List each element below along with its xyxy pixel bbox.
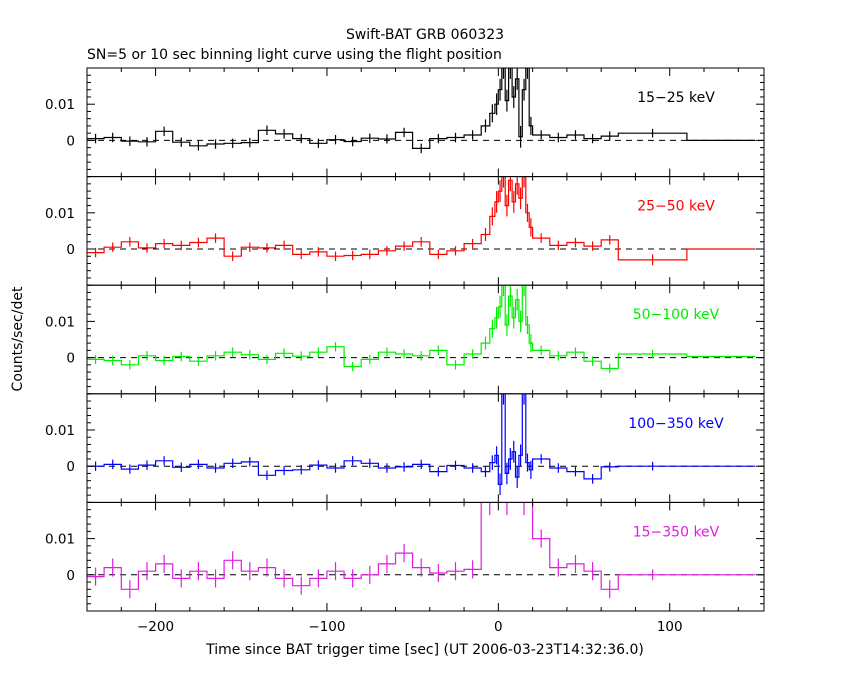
chart-subtitle: SN=5 or 10 sec binning light curve using… bbox=[87, 47, 502, 63]
y-tick-label: 0 bbox=[66, 133, 75, 149]
light-curve-step bbox=[87, 393, 756, 485]
panel-0: 0 0.01 15−25 keV bbox=[45, 67, 765, 178]
panel-4: 0 0.01 15−350 keV bbox=[45, 501, 765, 612]
x-tick-label: −200 bbox=[137, 619, 174, 635]
energy-band-label: 15−25 keV bbox=[637, 90, 715, 106]
series-1 bbox=[87, 176, 756, 266]
y-tick-label: 0.01 bbox=[45, 423, 75, 439]
light-curve-step bbox=[87, 502, 756, 590]
panel-3: 0 0.01 100−350 keV bbox=[45, 393, 765, 503]
panels-group: 0 0.01 15−25 keV 0 0.01 25−50 keV 0 0.01 50−100 … bbox=[45, 67, 765, 635]
panel-frame bbox=[86, 284, 765, 395]
y-tick-label: 0 bbox=[66, 242, 75, 258]
energy-band-label: 15−350 keV bbox=[633, 524, 720, 540]
x-tick-label: 100 bbox=[657, 619, 683, 635]
series-2 bbox=[87, 285, 756, 374]
light-curve-step bbox=[87, 176, 756, 261]
y-tick-label: 0.01 bbox=[45, 97, 75, 113]
panel-frame bbox=[86, 176, 765, 286]
chart-title: Swift-BAT GRB 060323 bbox=[346, 27, 504, 43]
y-tick-label: 0 bbox=[66, 568, 75, 584]
y-tick-label: 0.01 bbox=[45, 206, 75, 222]
x-axis-label: Time since BAT trigger time [sec] (UT 20… bbox=[205, 642, 644, 658]
energy-band-label: 25−50 keV bbox=[637, 199, 715, 215]
y-tick-label: 0.01 bbox=[45, 314, 75, 330]
panel-1: 0 0.01 25−50 keV bbox=[45, 176, 765, 286]
x-tick-label: 0 bbox=[494, 619, 503, 635]
light-curve-step bbox=[87, 68, 756, 149]
panel-frame bbox=[86, 393, 765, 503]
y-tick-label: 0.01 bbox=[45, 532, 75, 548]
y-axis-label: Counts/sec/det bbox=[10, 286, 26, 391]
y-tick-label: 0 bbox=[66, 351, 75, 367]
panel-2: 0 0.01 50−100 keV bbox=[45, 284, 765, 395]
series-0 bbox=[87, 68, 756, 154]
panel-frame bbox=[86, 67, 765, 178]
panel-frame bbox=[86, 501, 765, 612]
y-tick-label: 0 bbox=[66, 459, 75, 475]
energy-band-label: 100−350 keV bbox=[628, 416, 724, 432]
series-4 bbox=[87, 502, 756, 599]
x-tick-label: −100 bbox=[308, 619, 345, 635]
series-3 bbox=[87, 393, 756, 496]
energy-band-label: 50−100 keV bbox=[633, 307, 720, 323]
